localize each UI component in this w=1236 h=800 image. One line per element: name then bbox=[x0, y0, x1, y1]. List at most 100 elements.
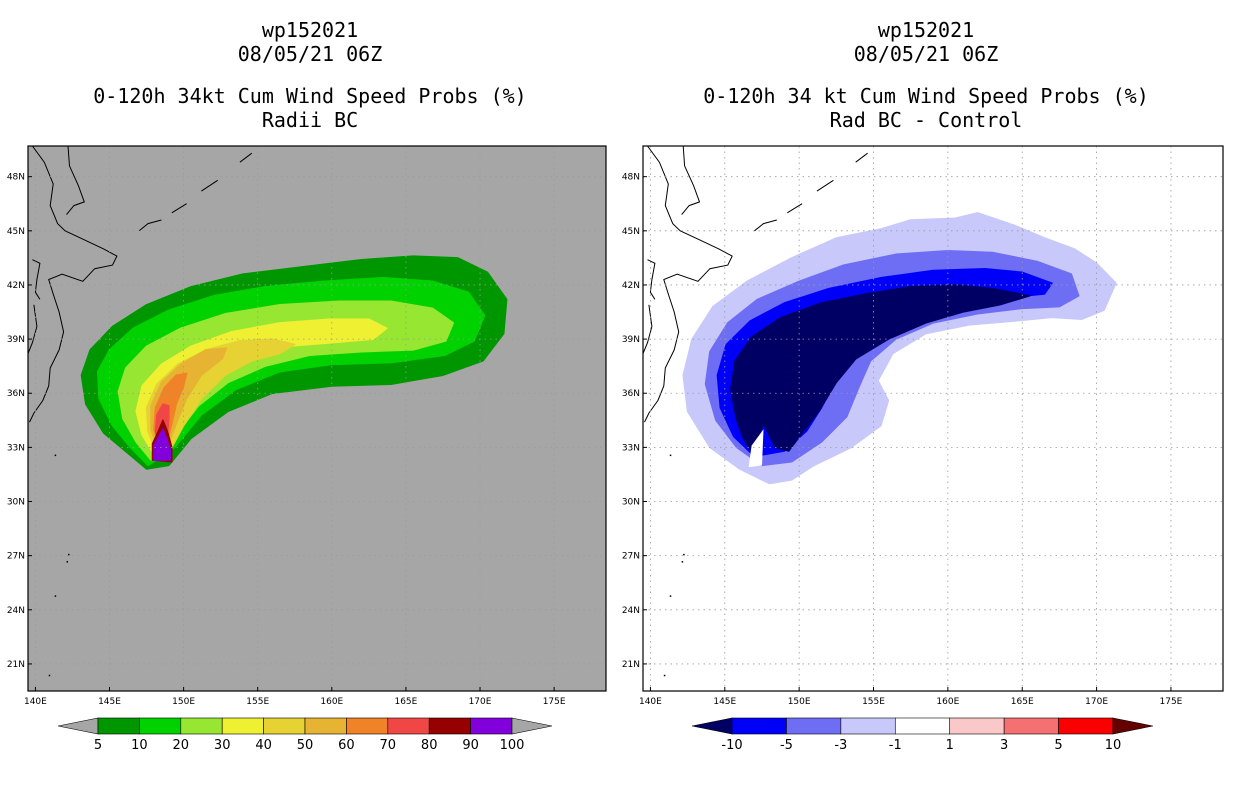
p0-island-0 bbox=[54, 454, 57, 457]
p0-ytick-label-3: 30N bbox=[7, 498, 25, 508]
cb0-label-9: 90 bbox=[462, 738, 479, 753]
left-map: 140E 145E 150E 155E 160E 165E 170E 175E 21N 24N 27… bbox=[7, 145, 607, 707]
left-title-block: wp152021 08/05/21 06Z 0-120h 34kt Cum Wi… bbox=[60, 18, 560, 132]
p1-xtick-label-5: 165E bbox=[1011, 697, 1034, 707]
p1-xtick-label-3: 155E bbox=[862, 697, 885, 707]
cb0-label-3: 30 bbox=[214, 738, 231, 753]
cb0-label-1: 10 bbox=[131, 738, 148, 753]
p0-ytick-label-6: 39N bbox=[7, 335, 25, 345]
p1-ytick-label-2: 27N bbox=[622, 552, 640, 562]
cb0-label-10: 100 bbox=[500, 738, 525, 753]
cb1-label-6: 5 bbox=[1054, 738, 1062, 753]
p1-ytick-label-6: 39N bbox=[622, 335, 640, 345]
p1-ytick-label-5: 36N bbox=[622, 389, 640, 399]
cb0-swatch-5 bbox=[304, 717, 347, 735]
p1-island-1 bbox=[683, 553, 685, 556]
p0-coastline-honshuWest bbox=[27, 304, 38, 354]
left-storm-id: wp152021 bbox=[261, 18, 359, 42]
left-datetime: 08/05/21 06Z bbox=[237, 42, 383, 66]
cb1-under-triangle bbox=[691, 717, 733, 735]
p1-island-3 bbox=[669, 595, 672, 597]
cb1-label-4: 1 bbox=[946, 738, 954, 753]
p1-xtick-label-7: 175E bbox=[1160, 697, 1183, 707]
right-colorbar: -10 -5 -3 -1 1 3 5 10 bbox=[691, 717, 1154, 753]
cb1-swatch-0 bbox=[731, 717, 787, 735]
p0-coastline-kurils4 bbox=[239, 152, 253, 163]
p0-xtick-label-0: 140E bbox=[24, 697, 47, 707]
cb1-label-1: -5 bbox=[780, 738, 793, 753]
p1-coastline-kurils2 bbox=[787, 203, 803, 214]
p0-ytick-label-8: 45N bbox=[7, 227, 25, 237]
p0-coastline-sakhalin bbox=[66, 145, 85, 215]
p0-ytick-label-9: 48N bbox=[7, 173, 25, 183]
cb1-swatch-4 bbox=[949, 717, 1005, 735]
p1-ytick-label-1: 24N bbox=[622, 606, 640, 616]
cb0-over-triangle bbox=[511, 717, 553, 735]
p0-coastline-kurils bbox=[138, 219, 162, 232]
left-colorbar: 5 10 20 30 40 50 60 70 80 90 100 bbox=[57, 717, 553, 753]
p0-xtick-label-4: 160E bbox=[320, 697, 343, 707]
p0-xtick-label-5: 165E bbox=[394, 697, 417, 707]
p0-coastline-kurils3 bbox=[201, 179, 218, 192]
cb0-swatch-4 bbox=[263, 717, 306, 735]
right-subtitle: Rad BC - Control bbox=[829, 108, 1023, 132]
right-map-panel: 140E 145E 150E 155E 160E 165E 170E 175E 21N 24N 27… bbox=[615, 145, 1227, 716]
cb0-label-0: 5 bbox=[94, 738, 102, 753]
cb0-swatch-6 bbox=[346, 717, 389, 735]
right-product-title: 0-120h 34 kt Cum Wind Speed Probs (%) bbox=[703, 84, 1149, 108]
p0-ytick-label-4: 33N bbox=[7, 443, 25, 453]
right-datetime: 08/05/21 06Z bbox=[853, 42, 999, 66]
left-map-panel: 140E 145E 150E 155E 160E 165E 170E 175E 21N 24N 27… bbox=[0, 145, 610, 716]
cb0-swatch-0 bbox=[97, 717, 140, 735]
p1-plot-frame bbox=[642, 145, 1224, 692]
p0-plot-frame bbox=[27, 145, 607, 692]
right-title-block: wp152021 08/05/21 06Z 0-120h 34 kt Cum W… bbox=[676, 18, 1176, 132]
p1-contour-hole-0 bbox=[748, 429, 764, 468]
cb1-swatch-2 bbox=[840, 717, 896, 735]
p1-ytick-label-3: 30N bbox=[622, 498, 640, 508]
p1-ytick-label-8: 45N bbox=[622, 227, 640, 237]
p0-island-4 bbox=[48, 674, 51, 677]
p1-xtick-label-4: 160E bbox=[936, 697, 959, 707]
cb0-label-2: 20 bbox=[173, 738, 190, 753]
cb1-swatch-3 bbox=[894, 717, 951, 735]
p0-ytick-label-7: 42N bbox=[7, 281, 25, 291]
p0-ytick-label-2: 27N bbox=[7, 552, 25, 562]
p1-island-0 bbox=[669, 454, 672, 457]
p1-xtick-label-2: 150E bbox=[788, 697, 811, 707]
cb0-label-5: 50 bbox=[297, 738, 314, 753]
p0-ytick-label-5: 36N bbox=[7, 389, 25, 399]
p0-coastline-kurils2 bbox=[171, 203, 187, 214]
p0-xtick-label-6: 170E bbox=[469, 697, 492, 707]
p1-xtick-label-1: 145E bbox=[713, 697, 736, 707]
p0-xtick-label-7: 175E bbox=[543, 697, 566, 707]
cb0-label-6: 60 bbox=[338, 738, 355, 753]
cb0-label-4: 40 bbox=[255, 738, 272, 753]
cb1-swatch-5 bbox=[1003, 717, 1059, 735]
p0-xtick-label-2: 150E bbox=[172, 697, 195, 707]
right-storm-id: wp152021 bbox=[877, 18, 975, 42]
right-map: 140E 145E 150E 155E 160E 165E 170E 175E 21N 24N 27… bbox=[622, 145, 1224, 707]
cb1-label-5: 3 bbox=[1000, 738, 1008, 753]
cb1-label-2: -3 bbox=[834, 738, 847, 753]
p0-contour-level-9 bbox=[153, 428, 172, 461]
cb1-over-triangle bbox=[1112, 717, 1154, 735]
p1-coastline-honshuWest bbox=[642, 304, 653, 354]
cb1-swatch-6 bbox=[1058, 717, 1114, 735]
cb1-label-7: 10 bbox=[1105, 738, 1122, 753]
p0-ytick-label-0: 21N bbox=[7, 660, 25, 670]
p0-island-1 bbox=[68, 553, 70, 556]
p0-coastline-hokkaidoWest bbox=[32, 259, 41, 300]
cb1-label-0: -10 bbox=[721, 738, 742, 753]
p1-xtick-label-0: 140E bbox=[639, 697, 662, 707]
p1-coastline-kurils4 bbox=[855, 152, 868, 163]
p1-coastline-hokkaidoWest bbox=[647, 259, 656, 300]
p0-island-3 bbox=[54, 595, 57, 597]
cb0-swatch-3 bbox=[221, 717, 264, 735]
left-product-title: 0-120h 34kt Cum Wind Speed Probs (%) bbox=[93, 84, 527, 108]
cb0-swatch-8 bbox=[428, 717, 471, 735]
p1-ytick-label-0: 21N bbox=[622, 660, 640, 670]
p0-ytick-label-1: 24N bbox=[7, 606, 25, 616]
cb0-label-7: 70 bbox=[380, 738, 397, 753]
p1-coastline-kurils bbox=[754, 219, 777, 232]
